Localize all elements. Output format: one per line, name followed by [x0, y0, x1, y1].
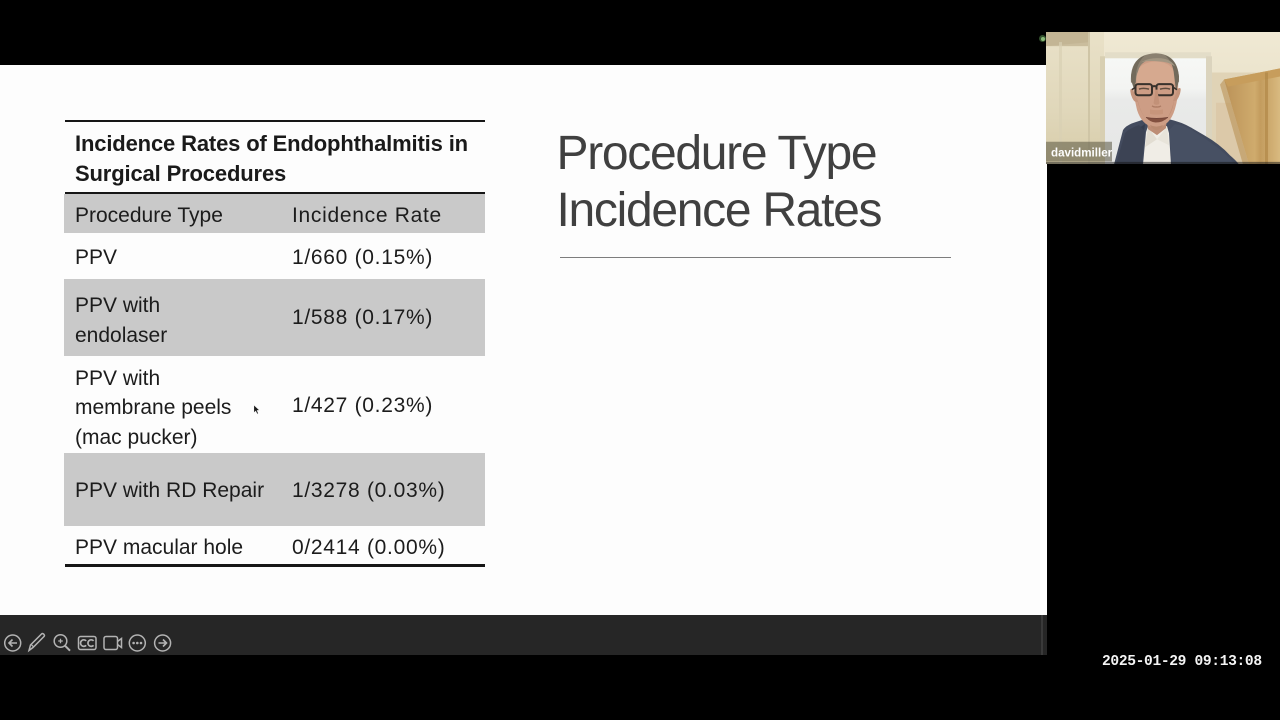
svg-text:davidmiller: davidmiller [1051, 146, 1113, 159]
